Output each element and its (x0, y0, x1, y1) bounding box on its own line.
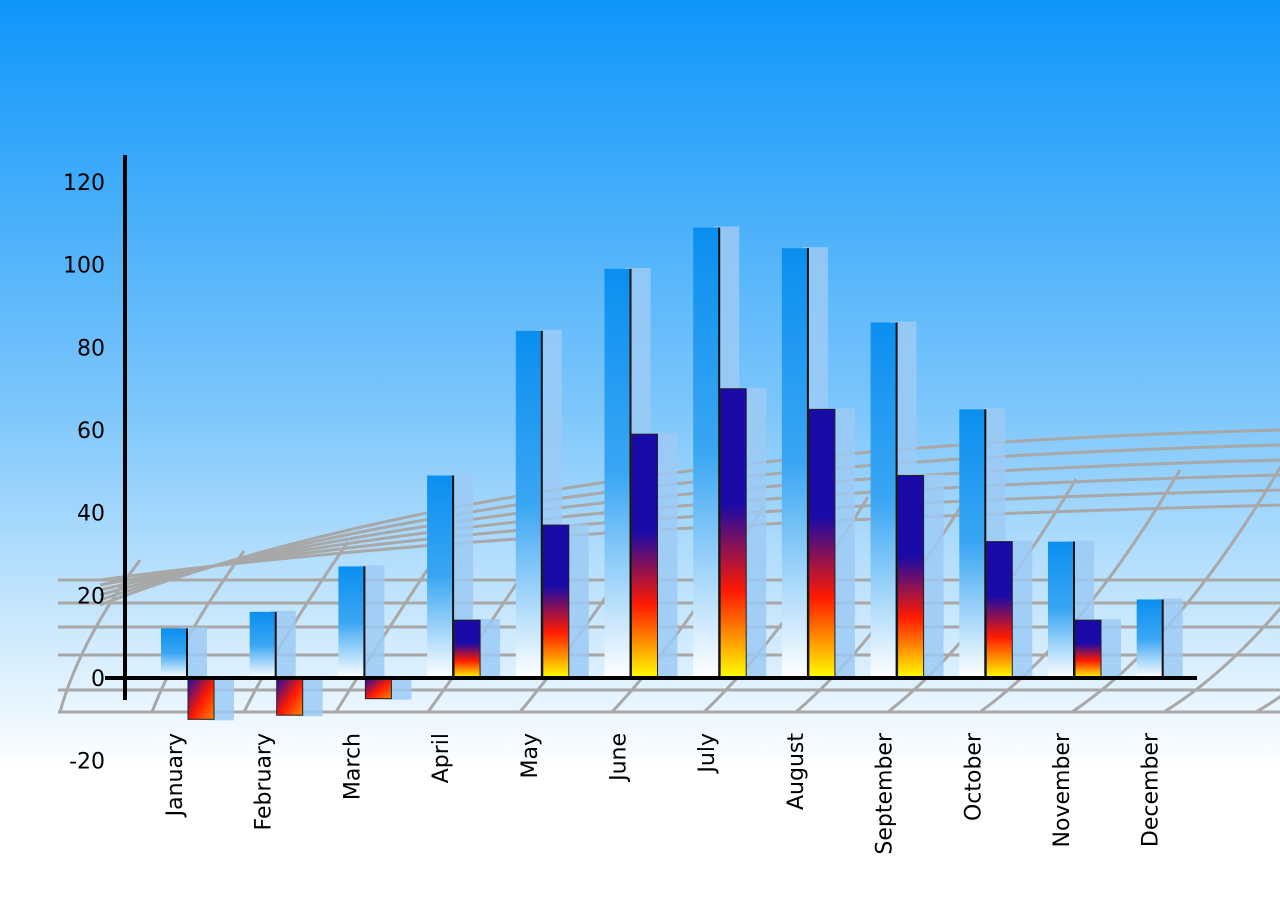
bar-group-february (249, 610, 323, 717)
bar-series2-august (808, 408, 836, 679)
x-tick-label: March (340, 733, 365, 800)
bar-series2-october (985, 541, 1013, 679)
bar-group-may (515, 329, 589, 679)
bar-series1-april (427, 475, 454, 678)
y-tick-label: 100 (63, 254, 105, 279)
bar-series1-october (959, 409, 986, 678)
bar-series2-january (187, 677, 215, 720)
bar-series1-february (249, 611, 276, 678)
x-tick-label: October (961, 732, 986, 821)
bar-series1-june (604, 268, 631, 678)
x-tick-labels: January February March April May June July Augu… (163, 732, 1164, 855)
bar-group-june (604, 267, 678, 679)
bar-group-november (1048, 540, 1121, 679)
y-tick-label: 20 (77, 584, 105, 609)
y-tick-label: -20 (69, 750, 105, 775)
bar-series2-february (276, 677, 304, 716)
bar-series1-august (781, 248, 808, 678)
bar-series1-january (161, 628, 187, 678)
bar-group-july (693, 226, 767, 679)
x-tick-label: April (429, 733, 454, 783)
x-tick-label: February (252, 733, 277, 831)
bar-series2-march (364, 677, 392, 700)
bar-series2-may (542, 524, 570, 679)
y-tick-label: 120 (63, 171, 105, 196)
bar-series2-november (1074, 619, 1102, 679)
grid-curve (1163, 606, 1280, 714)
bar-group-april (427, 474, 501, 679)
x-tick-label: May (518, 733, 543, 778)
bar-series1-may (515, 330, 542, 678)
x-tick-label: July (695, 733, 720, 775)
bar-series2-june (631, 433, 658, 679)
x-tick-label: December (1139, 732, 1164, 847)
bar-series1-july (693, 227, 720, 679)
bar-group-september (870, 321, 944, 679)
y-tick-label: 40 (77, 502, 105, 527)
bar-series2-april (453, 619, 481, 679)
y-tick-label: 60 (77, 419, 105, 444)
bar-series2-september (897, 474, 925, 679)
bar-group-october (959, 408, 1033, 679)
x-tick-label: June (607, 733, 632, 783)
bar-group-august (781, 247, 855, 679)
bar-group-december (1136, 598, 1183, 678)
bar-group-march (338, 565, 412, 700)
x-tick-label: September (873, 732, 898, 855)
y-tick-labels: 120 100 80 60 40 20 0 -20 (63, 171, 105, 775)
bar-group-january (161, 627, 234, 721)
x-tick-label: August (784, 733, 809, 810)
bar-series1-september (870, 322, 897, 678)
bar-series1-november (1048, 541, 1074, 678)
bar-series1-december (1136, 599, 1163, 678)
bars (161, 226, 1183, 721)
bar-series2-july (719, 388, 747, 679)
x-tick-label: November (1050, 732, 1075, 847)
y-tick-label: 80 (77, 336, 105, 361)
y-tick-label: 0 (91, 667, 105, 692)
x-tick-label: January (163, 733, 188, 818)
bar-series1-march (338, 566, 365, 678)
grid-curve (99, 503, 1280, 582)
